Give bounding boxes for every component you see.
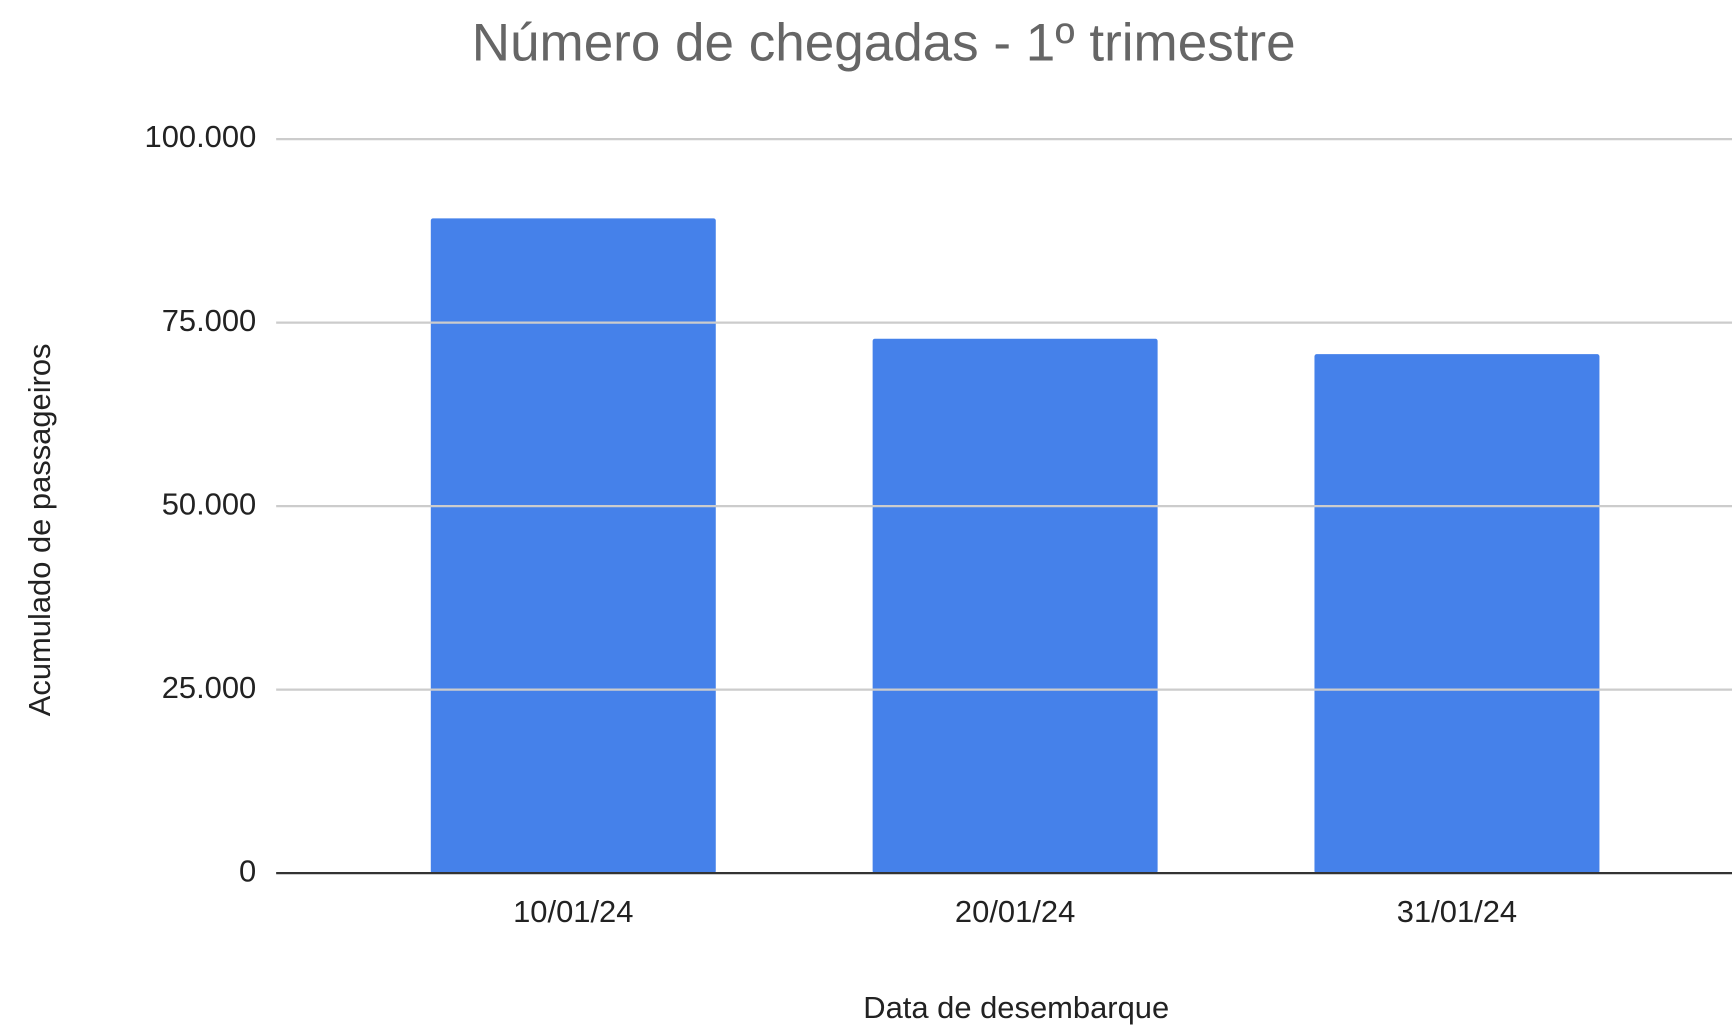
x-axis-title: Data de desembarque (863, 990, 1169, 1025)
y-tick-label: 25.000 (162, 670, 257, 705)
bar (1314, 354, 1600, 874)
y-tick-label: 0 (239, 853, 256, 888)
bar (872, 338, 1158, 874)
y-tick-label: 100.000 (145, 119, 257, 154)
y-axis-title: Acumulado de passageiros (22, 343, 57, 716)
x-tick-label: 20/01/24 (955, 894, 1075, 929)
y-tick-label: 75.000 (162, 303, 257, 338)
bar (430, 218, 716, 874)
chart-title: Número de chegadas - 1º trimestre (472, 13, 1296, 72)
x-tick-label: 31/01/24 (1397, 894, 1517, 929)
y-tick-label: 50.000 (162, 486, 257, 521)
x-tick-label: 10/01/24 (513, 894, 633, 929)
